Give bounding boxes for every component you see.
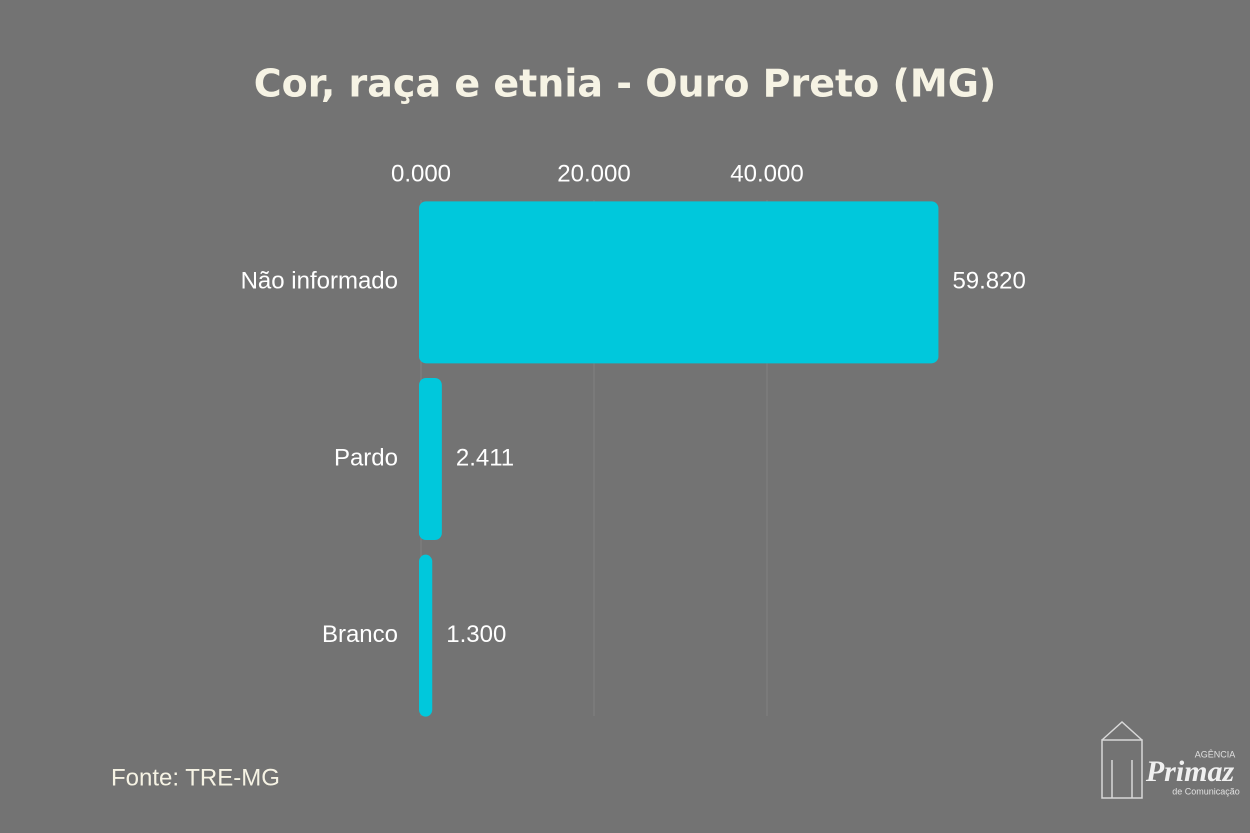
bar — [419, 201, 939, 364]
logo-name: Primaz — [1145, 755, 1235, 788]
x-tick-label: 40.000 — [730, 160, 803, 187]
value-label: 59.820 — [952, 268, 1025, 295]
chart-title: Cor, raça e etnia - Ouro Preto (MG) — [254, 62, 997, 106]
y-tick-label: Pardo — [334, 444, 398, 471]
logo-bottom: de Comunicação — [1172, 786, 1240, 796]
x-tick-label: 20.000 — [557, 160, 630, 187]
bar — [419, 554, 433, 717]
source: Fonte: TRE-MG — [111, 764, 280, 791]
value-label: 2.411 — [456, 444, 514, 471]
logo-building-detail — [1101, 720, 1143, 798]
y-tick-label: Branco — [322, 621, 398, 648]
y-tick-label: Não informado — [241, 268, 398, 295]
logo — [1101, 720, 1143, 799]
logo-top: AGÊNCIA — [1195, 749, 1236, 759]
logo-building — [1101, 739, 1143, 799]
value-label: 1.300 — [446, 621, 506, 648]
x-tick-label: 0.000 — [391, 160, 451, 187]
bar — [419, 378, 442, 540]
